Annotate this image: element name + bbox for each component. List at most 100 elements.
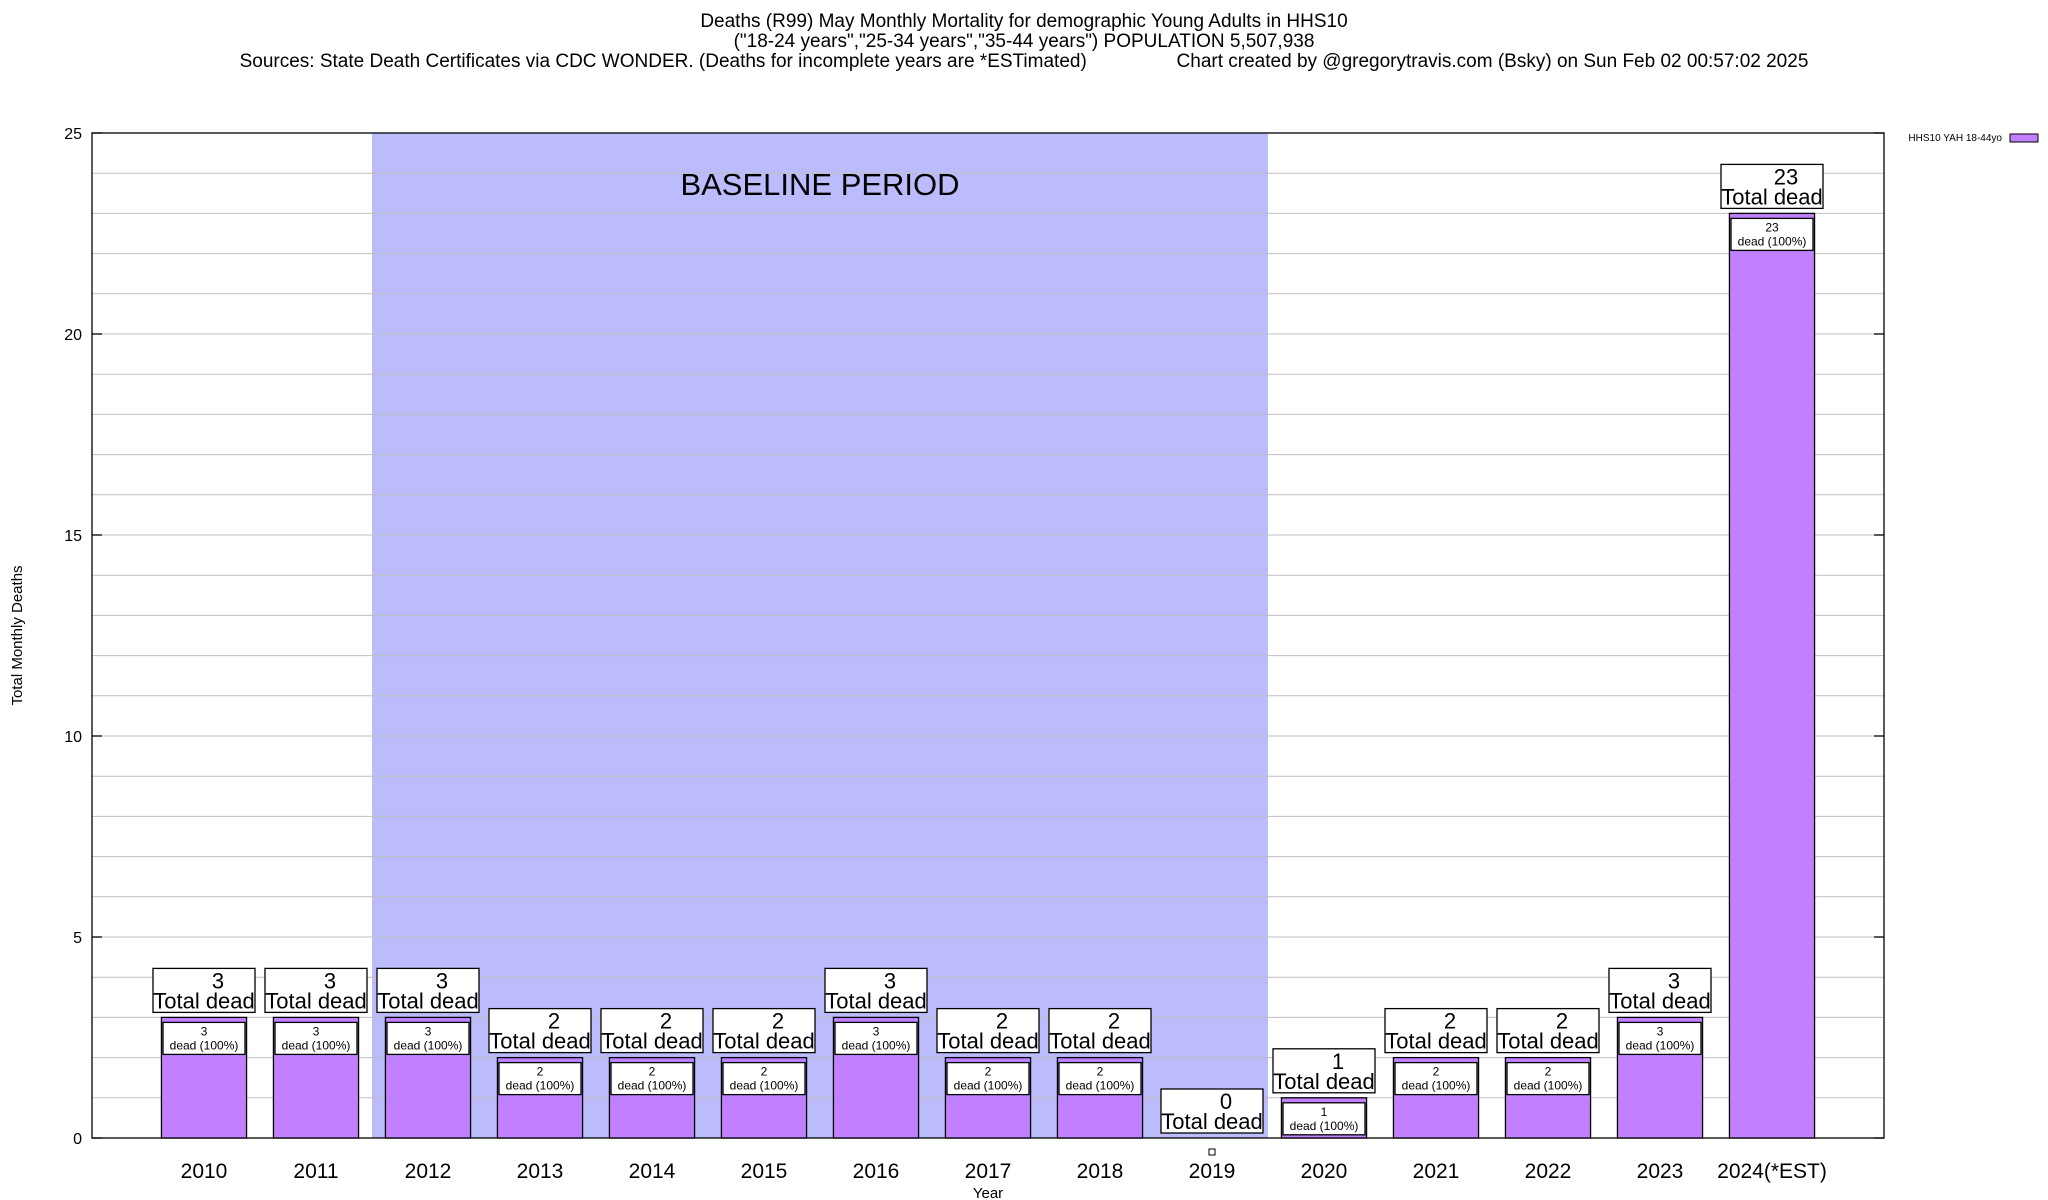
zero-marker [1208, 1148, 1216, 1156]
inner-label-text: dead (100%) [954, 1079, 1023, 1093]
y-axis-label: Total Monthly Deaths [9, 565, 26, 705]
total-label-text: Total dead [265, 988, 367, 1013]
total-label-text: Total dead [1273, 1069, 1375, 1094]
inner-label-value: 2 [537, 1065, 544, 1079]
y-tick-label: 5 [73, 930, 82, 947]
total-label-box [824, 967, 928, 1014]
chart-credit-text: Chart created by @gregorytravis.com (Bsk… [1176, 51, 1809, 72]
x-tick-label: 2015 [741, 1160, 788, 1183]
inner-label-box [1730, 217, 1814, 252]
inner-label-text: dead (100%) [1514, 1079, 1583, 1093]
total-label-box [712, 1007, 816, 1054]
total-label-text: Total dead [1497, 1029, 1599, 1054]
inner-label-box [162, 1021, 246, 1056]
inner-label-text: dead (100%) [1738, 234, 1807, 248]
total-label-text: Total dead [937, 1029, 1039, 1054]
inner-label-value: 3 [1657, 1024, 1664, 1038]
total-label-value: 2 [996, 1009, 1008, 1034]
total-label-box [600, 1007, 704, 1054]
inner-label-box [274, 1021, 358, 1056]
inner-label-text: dead (100%) [1402, 1079, 1471, 1093]
total-label-value: 3 [212, 968, 224, 993]
chart-titles: Deaths (R99) May Monthly Mortality for d… [0, 12, 2048, 72]
total-label-value: 3 [324, 968, 336, 993]
inner-label-text: dead (100%) [1290, 1119, 1359, 1133]
inner-label-box [722, 1061, 806, 1096]
x-tick-label: 2014 [629, 1160, 676, 1183]
baseline-period-label: BASELINE PERIOD [680, 167, 959, 202]
total-label-box [264, 967, 368, 1014]
x-tick-label: 2019 [1189, 1160, 1236, 1183]
x-tick-label: 2013 [517, 1160, 564, 1183]
total-label-text: Total dead [1385, 1029, 1487, 1054]
chart-title-line-2: ("18-24 years","25-34 years","35-44 year… [733, 31, 1315, 52]
inner-label-box [498, 1061, 582, 1096]
inner-label-box [1618, 1021, 1702, 1056]
inner-label-value: 23 [1765, 220, 1779, 234]
x-tick-label: 2018 [1077, 1160, 1124, 1183]
total-label-box [376, 967, 480, 1014]
x-tick-label: 2012 [405, 1160, 452, 1183]
total-label-text: Total dead [825, 988, 927, 1013]
inner-label-value: 3 [425, 1024, 432, 1038]
total-label-value: 2 [548, 1009, 560, 1034]
total-label-value: 3 [436, 968, 448, 993]
inner-label-text: dead (100%) [842, 1038, 911, 1052]
x-tick-label: 2024(*EST) [1717, 1160, 1827, 1183]
y-tick-label: 15 [64, 528, 82, 545]
inner-label-box [1058, 1061, 1142, 1096]
total-label-text: Total dead [489, 1029, 591, 1054]
inner-label-text: dead (100%) [1626, 1038, 1695, 1052]
bar [1728, 212, 1816, 1139]
inner-label-box [1282, 1102, 1366, 1136]
total-label-box [1720, 163, 1824, 210]
chart-title-line-1: Deaths (R99) May Monthly Mortality for d… [700, 11, 1348, 32]
inner-label-value: 2 [1433, 1065, 1440, 1079]
inner-label-text: dead (100%) [170, 1038, 239, 1052]
total-label-box [1384, 1007, 1488, 1054]
total-label-box [1496, 1007, 1600, 1054]
total-label-box [488, 1007, 592, 1054]
total-label-value: 0 [1220, 1089, 1232, 1114]
chart-title-line-3: Sources: State Death Certificates via CD… [0, 52, 2048, 72]
total-label-value: 2 [1108, 1009, 1120, 1034]
inner-label-value: 2 [985, 1065, 992, 1079]
x-tick-label: 2017 [965, 1160, 1012, 1183]
inner-label-text: dead (100%) [618, 1079, 687, 1093]
inner-label-value: 2 [649, 1065, 656, 1079]
total-label-value: 2 [1444, 1009, 1456, 1034]
total-label-value: 3 [1668, 968, 1680, 993]
inner-label-text: dead (100%) [394, 1038, 463, 1052]
inner-label-value: 3 [313, 1024, 320, 1038]
inner-label-box [1506, 1061, 1590, 1096]
inner-label-value: 2 [1545, 1065, 1552, 1079]
total-label-value: 23 [1774, 164, 1798, 189]
inner-label-value: 3 [201, 1024, 208, 1038]
y-tick-label: 0 [73, 1131, 82, 1148]
inner-label-box [946, 1061, 1030, 1096]
total-label-text: Total dead [1049, 1029, 1151, 1054]
y-tick-label: 20 [64, 327, 82, 344]
total-label-box [152, 967, 256, 1014]
total-label-box [1608, 967, 1712, 1014]
inner-label-text: dead (100%) [282, 1038, 351, 1052]
x-tick-label: 2020 [1301, 1160, 1348, 1183]
baseline-period-band [372, 133, 1268, 1138]
total-label-value: 2 [660, 1009, 672, 1034]
chart-source-text: Sources: State Death Certificates via CD… [239, 51, 1087, 72]
total-label-text: Total dead [601, 1029, 703, 1054]
y-tick-label: 25 [64, 126, 82, 143]
inner-label-value: 2 [1097, 1065, 1104, 1079]
inner-label-box [834, 1021, 918, 1056]
x-tick-label: 2021 [1413, 1160, 1460, 1183]
total-label-text: Total dead [377, 988, 479, 1013]
inner-label-box [1394, 1061, 1478, 1096]
total-label-box [936, 1007, 1040, 1054]
inner-label-box [386, 1021, 470, 1056]
total-label-text: Total dead [1161, 1109, 1263, 1134]
x-tick-label: 2011 [293, 1160, 338, 1183]
total-label-box [1048, 1007, 1152, 1054]
legend-label: HHS10 YAH 18-44yo [1908, 133, 2002, 144]
inner-label-text: dead (100%) [506, 1079, 575, 1093]
